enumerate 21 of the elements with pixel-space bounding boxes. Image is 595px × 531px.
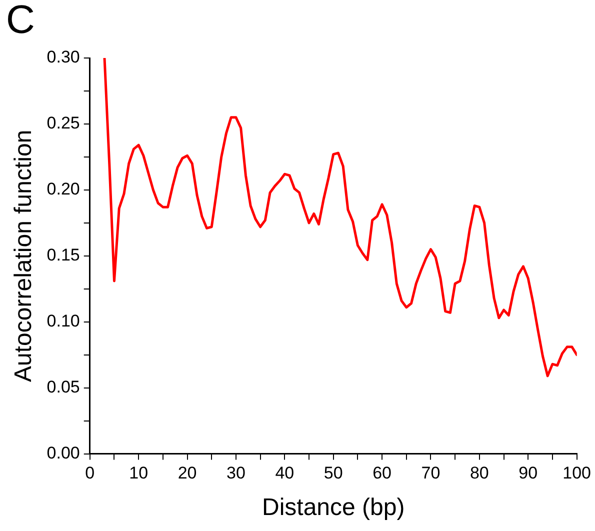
y-tick-label: 0.00 bbox=[46, 443, 80, 462]
x-axis-title: Distance (bp) bbox=[262, 494, 405, 522]
y-tick-label: 0.15 bbox=[46, 246, 80, 265]
x-tick-label: 60 bbox=[372, 464, 392, 483]
x-tick-label: 100 bbox=[562, 464, 592, 483]
x-tick-label: 20 bbox=[178, 464, 197, 483]
x-tick-label: 10 bbox=[129, 464, 148, 483]
y-tick-label: 0.10 bbox=[46, 312, 80, 331]
y-tick-label: 0.20 bbox=[46, 180, 80, 199]
x-tick-label: 0 bbox=[85, 464, 95, 483]
x-tick-label: 30 bbox=[226, 464, 246, 483]
y-tick-label: 0.05 bbox=[46, 378, 80, 397]
x-tick-label: 80 bbox=[470, 464, 489, 483]
y-axis-title: Autocorrelation function bbox=[10, 130, 38, 382]
x-tick-label: 40 bbox=[275, 464, 294, 483]
y-tick-label: 0.30 bbox=[46, 48, 80, 67]
y-tick-label: 0.25 bbox=[46, 114, 80, 133]
chart-title: C bbox=[6, 0, 35, 42]
x-tick-label: 90 bbox=[518, 464, 538, 483]
x-tick-label: 50 bbox=[324, 464, 343, 483]
x-tick-label: 70 bbox=[421, 464, 440, 483]
